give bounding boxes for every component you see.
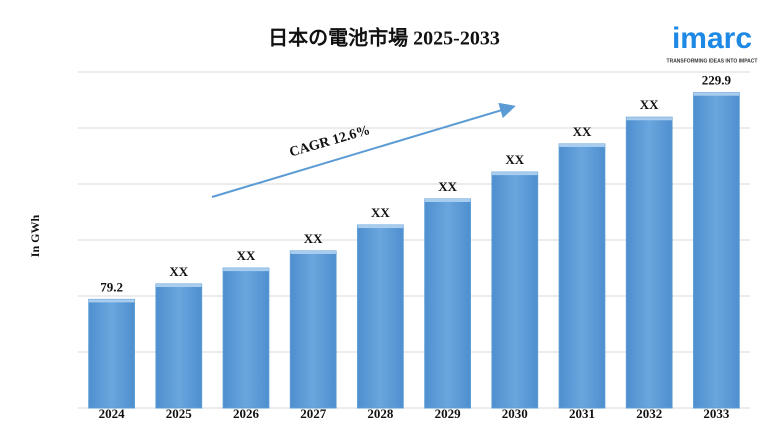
bar [693,92,740,409]
x-tick-label: 2026 [233,406,260,421]
y-axis-label: In GWh [28,215,42,258]
value-label: XX [304,231,323,246]
x-tick-label: 2024 [99,406,126,421]
bar-top [559,144,605,147]
x-tick-label: 2028 [367,406,394,421]
value-label: 79.2 [100,279,123,294]
x-tick-label: 2033 [703,406,730,421]
value-label: XX [237,248,256,263]
value-label: XX [371,205,390,220]
x-tick-label: 2027 [300,406,327,421]
bar-top [290,250,337,254]
bar-top [424,198,471,202]
bar [222,267,270,409]
bar-top [693,92,740,96]
bar [357,224,404,409]
bar [424,198,471,409]
logo-tagline: TRANSFORMING IDEAS INTO IMPACT [667,58,758,64]
cagr-annotation: CAGR 12.6% [288,123,372,160]
chart-title: 日本の電池市場 2025-2033 [268,26,500,50]
bar [289,250,337,409]
bar-top [155,284,202,288]
value-label: XX [438,179,457,194]
x-tick-label: 2031 [569,406,595,421]
value-label: XX [169,264,188,279]
x-tick-label: 2029 [435,406,462,421]
x-tick-label: 2032 [636,406,662,421]
bar [491,171,539,409]
value-label: XX [573,124,592,139]
bar [88,298,135,409]
bar [558,143,606,409]
bar-top [223,268,269,272]
bar-top [491,172,538,176]
logo: imarc [672,22,752,55]
cagr-arrow [211,102,516,198]
value-label: 229.9 [702,73,732,88]
x-tick-label: 2025 [166,406,193,421]
bar [155,283,203,409]
value-label: XX [640,97,659,112]
bar [625,116,673,409]
x-tick-label: 2030 [502,406,528,421]
value-label: XX [505,152,524,167]
bar-top [88,299,135,303]
bar-top [357,225,404,229]
bar-top [626,117,673,121]
